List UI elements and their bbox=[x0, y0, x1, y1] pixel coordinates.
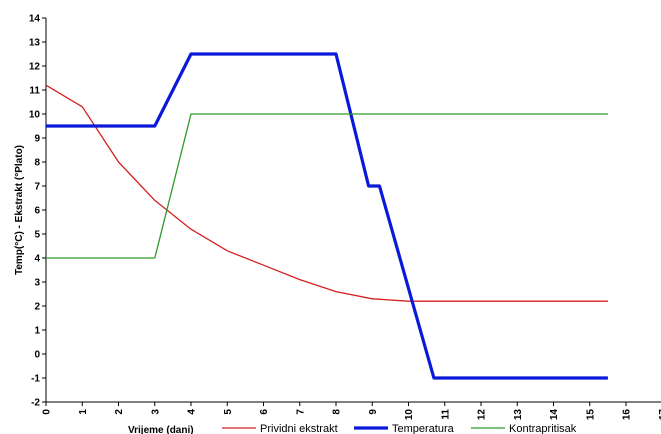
y-tick-label: 7 bbox=[34, 182, 40, 193]
y-tick-label: 12 bbox=[29, 62, 41, 73]
y-tick-label: 0 bbox=[34, 350, 40, 361]
series-lines bbox=[45, 52, 608, 380]
legend-label: Kontrapritisak bbox=[509, 423, 577, 434]
series-line bbox=[45, 84, 608, 302]
y-tick-label: -2 bbox=[31, 398, 40, 409]
x-tick-label: 0 bbox=[42, 409, 53, 415]
x-tick-label: 3 bbox=[150, 409, 161, 415]
x-axis-title: Vrijeme (dani) bbox=[128, 425, 194, 434]
x-tick-label: 11 bbox=[440, 409, 451, 420]
y-tick-label: 9 bbox=[34, 134, 40, 145]
x-tick-label: 15 bbox=[585, 409, 596, 421]
y-tick-label: 11 bbox=[29, 86, 40, 97]
series-line bbox=[46, 113, 608, 259]
x-tick-label: 2 bbox=[114, 409, 125, 415]
x-tick-label: 6 bbox=[259, 409, 270, 415]
series-line bbox=[46, 52, 608, 380]
y-tick-label: 14 bbox=[29, 14, 41, 25]
y-tick-label: 8 bbox=[34, 158, 40, 169]
x-tick-label: 17 bbox=[658, 409, 661, 421]
axes bbox=[42, 17, 661, 406]
y-tick-label: 3 bbox=[34, 278, 40, 289]
x-tick-label: 5 bbox=[223, 409, 234, 415]
x-tick-label: 13 bbox=[513, 409, 524, 421]
legend-label: Prividni ekstrakt bbox=[260, 423, 338, 434]
x-tick-label: 16 bbox=[622, 409, 633, 421]
x-tick-label: 10 bbox=[404, 409, 415, 421]
y-axis-title-group: Temp(°C) - Ekstrakt (°Plato) bbox=[14, 145, 25, 275]
x-tick-label: 9 bbox=[368, 409, 379, 415]
y-tick-label: 4 bbox=[34, 254, 40, 265]
x-tick-label: 1 bbox=[78, 409, 89, 415]
y-tick-label: -1 bbox=[31, 374, 40, 385]
x-tick-label: 4 bbox=[187, 409, 198, 415]
y-tick-label: 10 bbox=[29, 110, 41, 121]
x-tick-label: 12 bbox=[477, 409, 488, 421]
y-axis-title: Temp(°C) - Ekstrakt (°Plato) bbox=[14, 145, 25, 275]
legend-label: Temperatura bbox=[392, 423, 455, 434]
legend: Vrijeme (dani) Prividni ekstrakt Temperat… bbox=[128, 423, 577, 434]
y-tick-label: 6 bbox=[34, 206, 40, 217]
y-tick-label: 2 bbox=[34, 302, 40, 313]
x-tick-labels: 0 1 2 3 4 5 6 7 8 9 10 11 12 13 14 15 16 17 bbox=[42, 409, 661, 421]
x-tick-label: 8 bbox=[332, 409, 343, 415]
y-tick-label: 5 bbox=[34, 230, 40, 241]
x-tick-label: 7 bbox=[295, 409, 306, 415]
y-tick-label: 1 bbox=[34, 326, 40, 337]
y-tick-label: 13 bbox=[29, 38, 41, 49]
x-tick-label: 14 bbox=[549, 409, 560, 421]
